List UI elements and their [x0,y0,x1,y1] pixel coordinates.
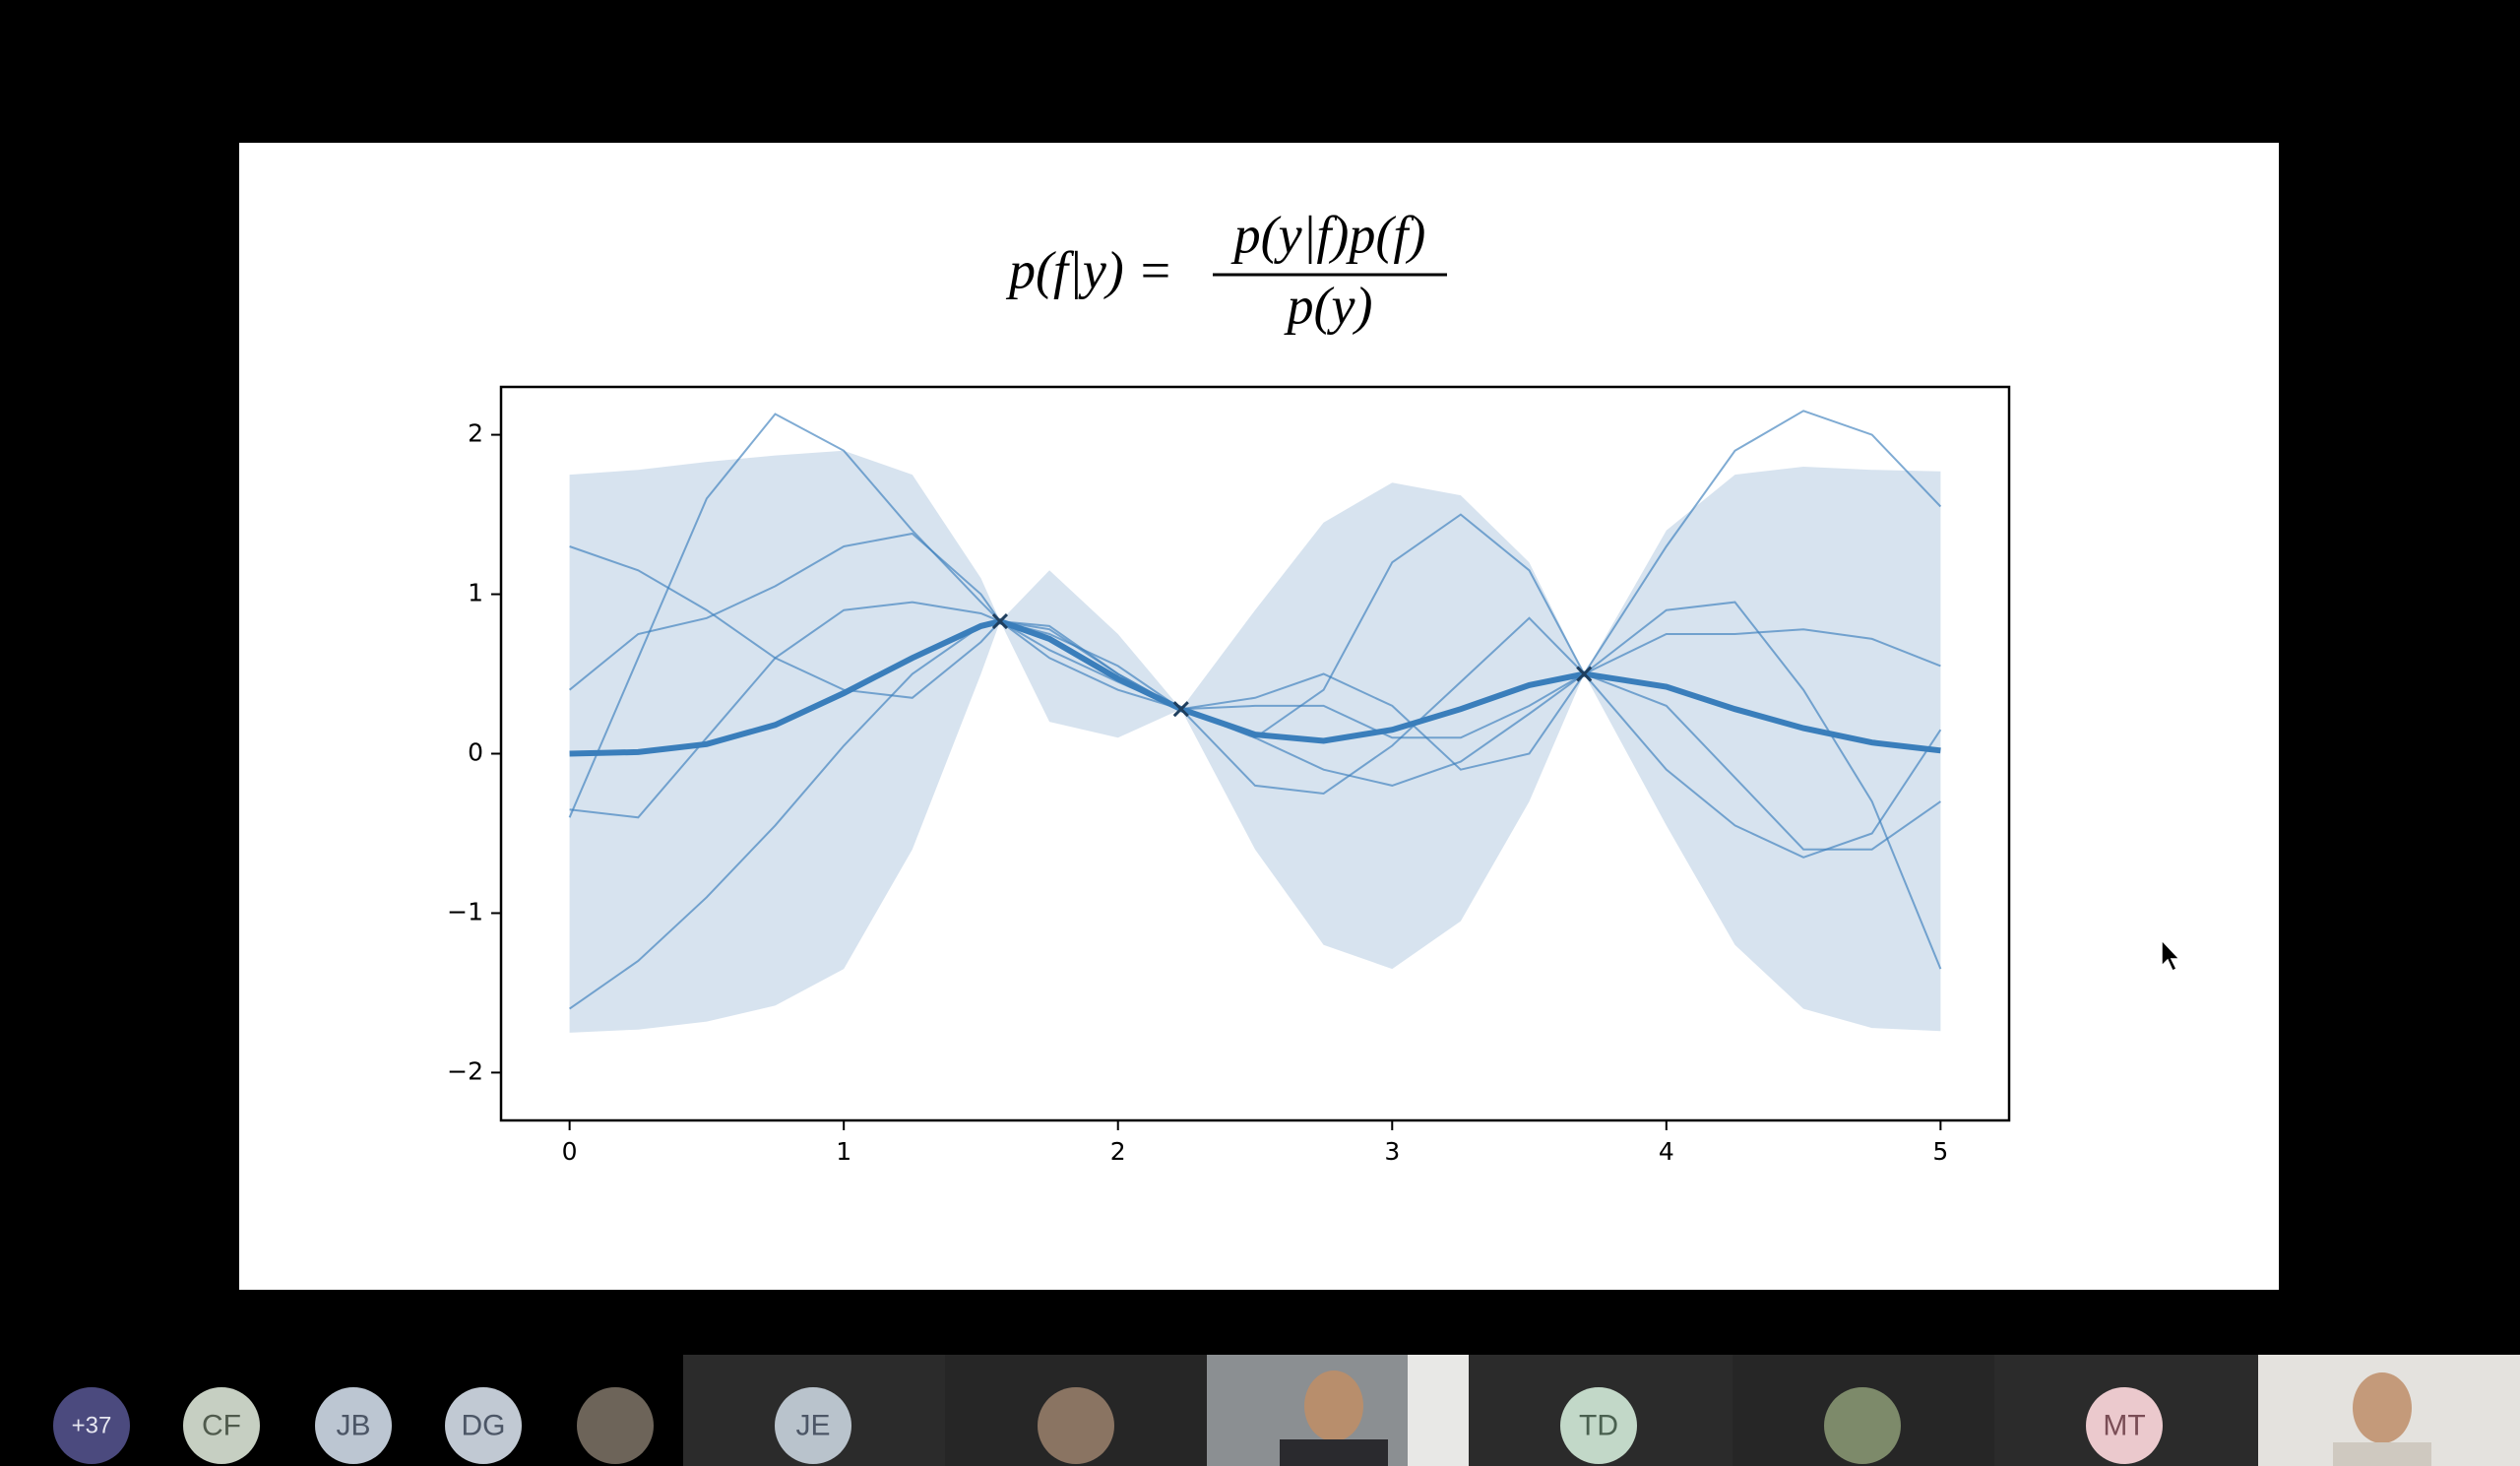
avatar[interactable] [53,1387,130,1464]
x-tick-label: 0 [562,1137,578,1166]
participant-strip: +37 CF JB DG JE TD MT [0,1355,2520,1466]
sample-line [568,410,1942,818]
avatar [1560,1387,1637,1464]
y-tick-label: 2 [468,419,483,448]
avatar [775,1387,851,1464]
x-tick-label: 2 [1110,1137,1126,1166]
plot: 0 1 2 3 4 5 −2 −1 0 1 2 [447,410,1948,1166]
y-tick-label: 1 [468,579,483,607]
avatar-label: JB [336,1410,370,1442]
observation [1576,666,1593,682]
avatar-label: MT [2103,1410,2145,1442]
avatar-photo [1038,1387,1114,1464]
avatar-label: CF [202,1410,241,1442]
video-person [2353,1372,2412,1443]
y-tick-label: −2 [447,1056,483,1085]
avatar[interactable] [183,1387,260,1464]
y-tick-label: 0 [468,738,483,767]
avatar [2086,1387,2163,1464]
avatar-label: TD [1579,1410,1618,1442]
avatar-photo[interactable] [577,1387,654,1464]
observation [1172,701,1189,718]
avatar-label: +37 [72,1413,112,1439]
confidence-band [569,450,1941,1033]
equation-numerator: p(y|f)p(f) [1230,205,1426,264]
x-tick-label: 1 [836,1137,851,1166]
observation [991,613,1009,630]
video-person-body [2333,1442,2431,1466]
equation-denominator: p(y) [1284,276,1373,335]
avatar-photo [1824,1387,1901,1464]
video-person [1304,1370,1363,1441]
avatar[interactable] [315,1387,392,1464]
avatar[interactable] [445,1387,522,1464]
cursor [2161,938,2181,973]
sample-line [568,532,1941,771]
sample-line [569,601,1941,851]
axes-frame [499,385,2011,1122]
x-tick-label: 3 [1384,1137,1400,1166]
mean-line [569,617,1941,757]
y-tick-label: −1 [447,897,483,925]
x-tick-label: 4 [1659,1137,1674,1166]
avatar-label: DG [462,1410,506,1442]
equation-lhs: p(f|y) = [1005,240,1173,299]
video-person-body [1280,1439,1388,1466]
video-window [1408,1355,1469,1466]
x-tick-label: 5 [1932,1137,1948,1166]
avatar-label: JE [795,1410,830,1442]
